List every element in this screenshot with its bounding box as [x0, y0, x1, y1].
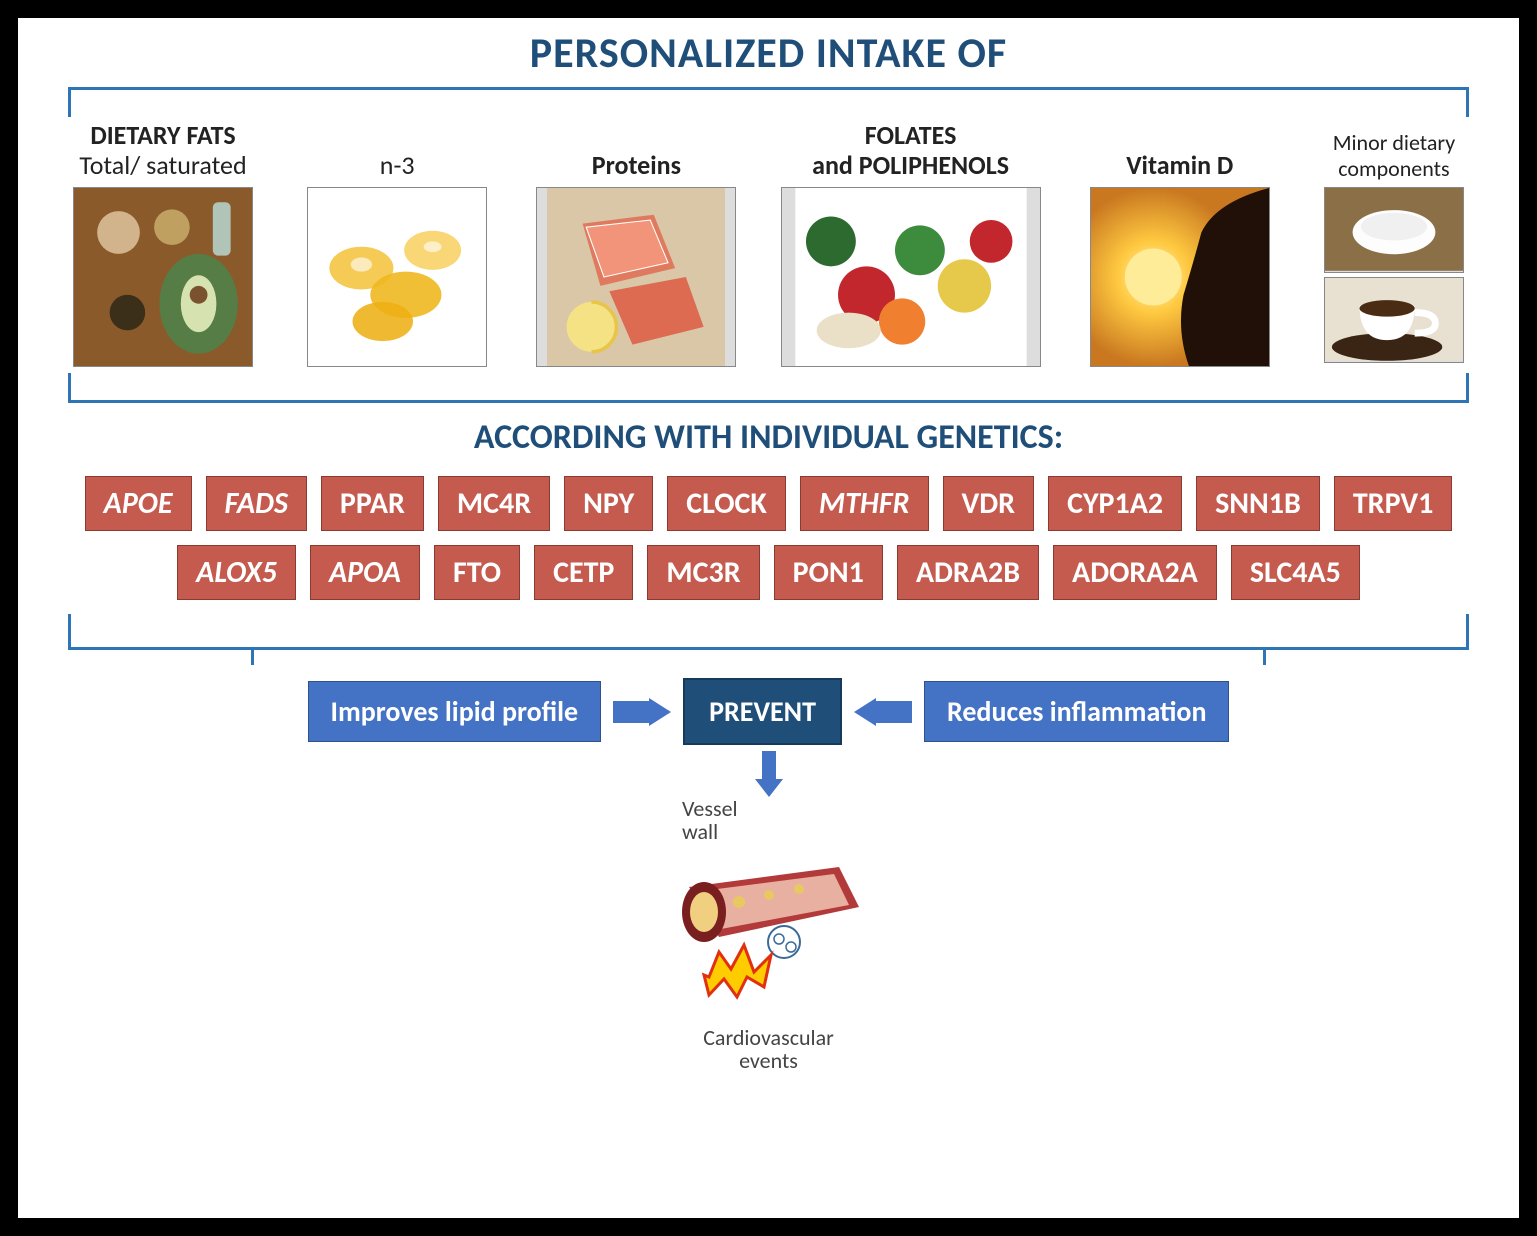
vessel-area: Vessel wall Cardiovascular events	[48, 751, 1489, 1072]
subheading-genetics: ACCORDING WITH INDIVIDUAL GENETICS:	[48, 417, 1489, 458]
cardio-events-label: Cardiovascular events	[703, 1026, 834, 1072]
gene-tag-alox5: ALOX5	[177, 545, 296, 600]
label-poliphenols: and POLIPHENOLS	[812, 151, 1009, 181]
gene-tag-mc3r: MC3R	[647, 545, 759, 600]
arrow-right-icon	[613, 698, 671, 726]
label-minor: Minor dietary components	[1333, 130, 1455, 181]
bracket-bottom-genes	[68, 614, 1469, 650]
gene-row-2: ALOX5 APOA FTO CETP MC3R PON1 ADRA2B ADORA2A SLC…	[48, 545, 1489, 600]
food-col-n3: n-3	[302, 111, 492, 367]
gene-tag-fto: FTO	[434, 545, 520, 600]
gene-tag-snn1b: SNN1B	[1196, 476, 1320, 531]
gene-tag-adora2a: ADORA2A	[1053, 545, 1217, 600]
food-col-fats: DIETARY FATS Total/ saturated	[68, 111, 258, 367]
label-n3: n-3	[380, 151, 415, 181]
food-category-row: DIETARY FATS Total/ saturated n-3 Protei…	[48, 111, 1489, 367]
food-image-salt	[1324, 187, 1464, 273]
outcome-prevent: PREVENT	[683, 678, 842, 745]
food-col-proteins: Proteins	[536, 111, 736, 367]
food-image-proteins	[536, 187, 736, 367]
gene-tag-clock: CLOCK	[667, 476, 786, 531]
outcome-lipid: Improves lipid profile	[308, 681, 602, 742]
food-image-vitd	[1090, 187, 1270, 367]
gene-tag-adra2b: ADRA2B	[897, 545, 1039, 600]
vessel-illustration	[649, 847, 889, 1022]
label-proteins: Proteins	[592, 151, 681, 181]
gene-tag-pon1: PON1	[774, 545, 883, 600]
gene-tag-mthfr: MTHFR	[800, 476, 929, 531]
gene-tag-npy: NPY	[564, 476, 653, 531]
gene-tag-apoe: APOE	[85, 476, 192, 531]
food-col-vitd: Vitamin D	[1085, 111, 1275, 367]
gene-tag-ppar: PPAR	[321, 476, 424, 531]
outcome-row: Improves lipid profile PREVENT Reduces i…	[48, 678, 1489, 745]
food-image-n3	[307, 187, 487, 367]
bracket-bottom-foods	[68, 373, 1469, 403]
outcome-inflammation: Reduces inflammation	[924, 681, 1230, 742]
gene-tag-trpv1: TRPV1	[1334, 476, 1453, 531]
label-folates: FOLATES	[812, 121, 1009, 151]
label-vitd: Vitamin D	[1126, 151, 1233, 181]
vessel-wall-label: Vessel wall	[682, 797, 738, 843]
group-dietary-fats: DIETARY FATS	[79, 121, 246, 151]
gene-tag-cetp: CETP	[534, 545, 633, 600]
arrow-down-icon	[755, 751, 783, 797]
gene-rows: APOE FADS PPAR MC4R NPY CLOCK MTHFR VDRCYP1A2 SN…	[48, 476, 1489, 600]
label-total-saturated: Total/ saturated	[79, 151, 246, 181]
gene-row-1: APOE FADS PPAR MC4R NPY CLOCK MTHFR VDRCYP1A2 SN…	[48, 476, 1489, 531]
food-image-folates	[781, 187, 1041, 367]
gene-tag-mc4r: MC4R	[438, 476, 550, 531]
food-image-coffee	[1324, 277, 1464, 363]
food-col-minor: Minor dietary components	[1319, 111, 1469, 367]
gene-tag-cyp1a2: CYP1A2	[1048, 476, 1182, 531]
gene-tag-vdr: VDR	[943, 476, 1035, 531]
page-title: PERSONALIZED INTAKE OF	[48, 28, 1489, 79]
food-image-fats	[73, 187, 253, 367]
gene-tag-slc4a5: SLC4A5	[1231, 545, 1360, 600]
food-col-folates: FOLATES and POLIPHENOLS	[781, 111, 1041, 367]
arrow-left-icon	[854, 698, 912, 726]
gene-tag-fads: FADS	[206, 476, 307, 531]
gene-tag-apoa: APOA	[310, 545, 420, 600]
